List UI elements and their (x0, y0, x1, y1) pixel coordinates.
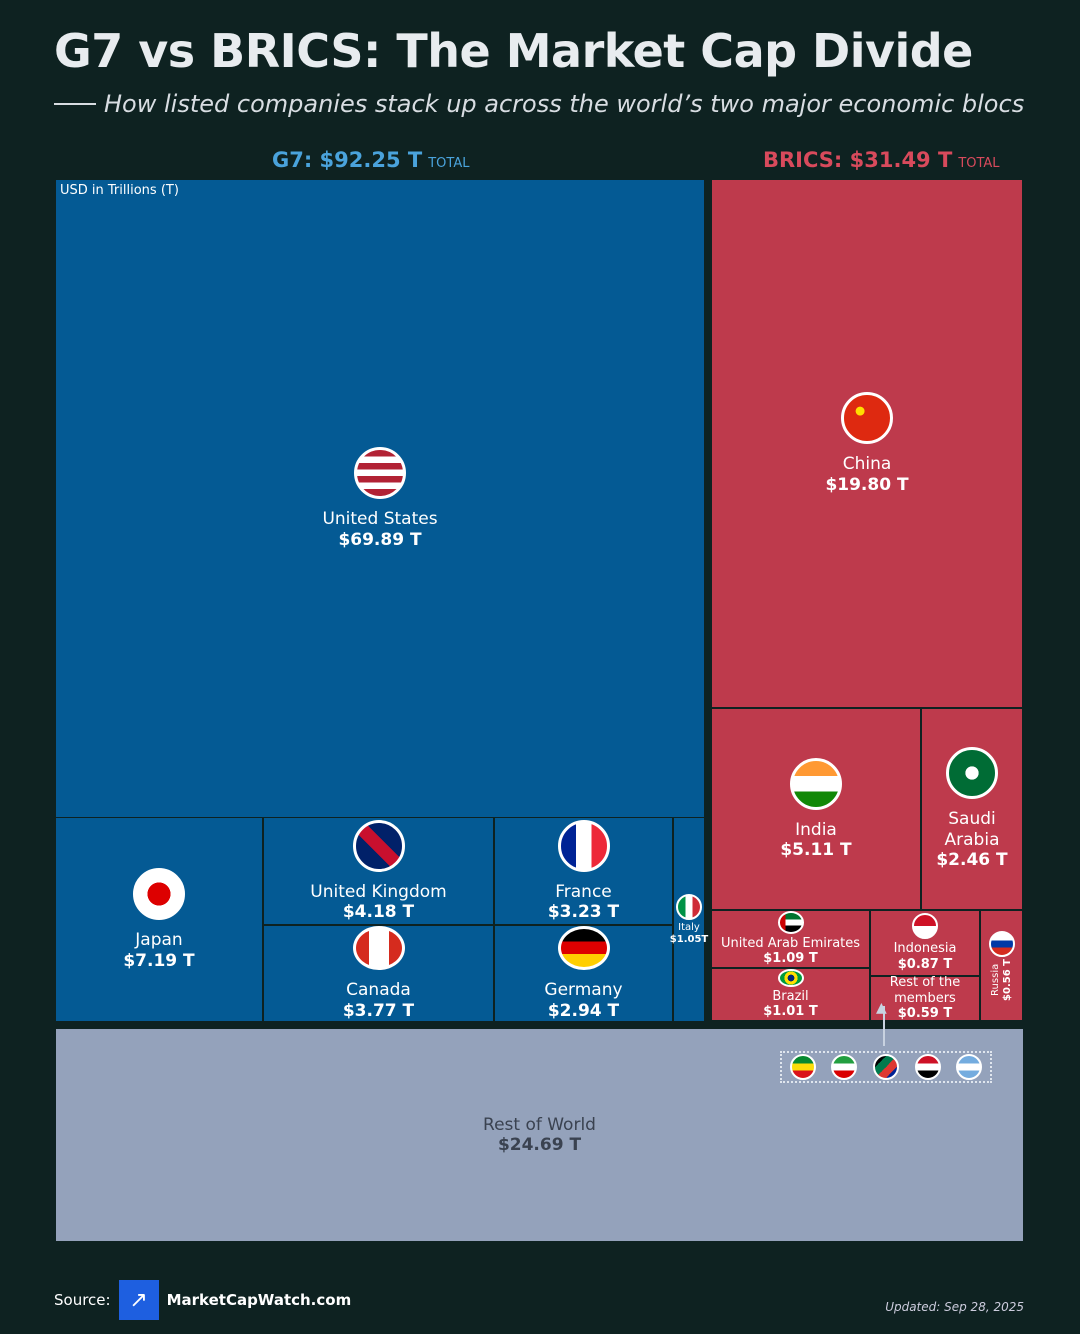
treemap-cell-japan: Japan $7.19 T (56, 818, 262, 1021)
cell-name: Rest of the members (889, 975, 961, 1006)
cell-name: United States (322, 509, 438, 530)
source: Source: ↗ MarketCapWatch.com (54, 1280, 351, 1320)
cell-name: India (795, 819, 837, 840)
cell-name: United Arab Emirates (720, 935, 861, 951)
iran-flag-icon (831, 1054, 858, 1080)
g7-total-suffix: TOTAL (428, 156, 470, 171)
cell-value: $1.05T (669, 933, 709, 945)
cell-value: $7.19 T (123, 950, 195, 971)
united-kingdom-flag-icon (352, 819, 405, 872)
cell-name: Italy (678, 921, 700, 933)
cell-value: $3.23 T (547, 902, 620, 922)
brics-total-suffix: TOTAL (958, 156, 1000, 171)
cell-name: Canada (346, 980, 411, 1001)
russia-flag-icon (988, 930, 1015, 957)
cell-value: $0.59 T (897, 1006, 953, 1022)
egypt-flag-icon (914, 1054, 941, 1080)
cell-name: Japan (135, 930, 183, 951)
cell-value: $1.01 T (763, 1004, 818, 1020)
treemap-cell-france: France $3.23 T (495, 818, 672, 924)
cell-value: $3.77 T (342, 1000, 415, 1021)
treemap-cell-united-kingdom: United Kingdom $4.18 T (264, 818, 493, 924)
subtitle-dash (54, 103, 96, 105)
g7-total-value: G7: $92.25 T (272, 148, 423, 172)
brics-total-value: BRICS: $31.49 T (763, 148, 953, 172)
cell-name: Saudi Arabia (944, 809, 1000, 850)
united-states-flag-icon (354, 447, 406, 500)
cell-value: $0.87 T (897, 957, 953, 972)
ethiopia-flag-icon (789, 1054, 816, 1080)
treemap-cell-brazil: Brazil $1.01 T (712, 969, 869, 1020)
arrow-line (883, 1006, 885, 1046)
china-flag-icon (841, 392, 893, 445)
treemap-cell-rest-of-world: Rest of World $24.69 T (56, 1029, 1023, 1241)
treemap-cell-italy: Italy $1.05T (670, 818, 708, 1021)
cell-value: $1.09 T (763, 951, 818, 967)
treemap-cell-china: China $19.80 T (712, 180, 1022, 707)
cell-name: United Kingdom (310, 881, 447, 902)
updated-date: Updated: Sep 28, 2025 (885, 1300, 1024, 1314)
page-title: G7 vs BRICS: The Market Cap Divide (54, 24, 973, 78)
cell-value: $0.56 T (1001, 958, 1013, 1001)
rest-of-members-flags (780, 1051, 992, 1083)
treemap-cell-united-arab-emirates: United Arab Emirates $1.09 T (712, 911, 869, 967)
subtitle-text: How listed companies stack up across the… (104, 90, 1025, 118)
brics-total: BRICS: $31.49 T TOTAL (763, 148, 1000, 172)
subtitle: How listed companies stack up across the… (54, 90, 1024, 118)
cell-value: $69.89 T (338, 529, 422, 550)
marketcapwatch-logo-icon: ↗ (118, 1280, 159, 1320)
south-africa-flag-icon (872, 1054, 899, 1080)
arrow-up-icon: ▲ (876, 1000, 887, 1016)
russia-label-group: Russia $0.56 T (990, 959, 1014, 1001)
saudi-arabia-flag-icon (946, 747, 998, 800)
brazil-flag-icon (777, 969, 804, 987)
cell-name: Indonesia (893, 941, 957, 957)
japan-flag-icon (133, 868, 185, 921)
canada-flag-icon (352, 926, 405, 971)
argentina-flag-icon (956, 1054, 983, 1080)
cell-name: Rest of World (483, 1114, 596, 1135)
germany-flag-icon (557, 926, 610, 971)
cell-value: $4.18 T (342, 902, 415, 922)
cell-value: $19.80 T (825, 474, 909, 495)
cell-name: Germany (544, 980, 623, 1001)
italy-flag-icon (676, 893, 702, 920)
france-flag-icon (557, 819, 610, 872)
treemap-cell-saudi-arabia: Saudi Arabia $2.46 T (922, 709, 1022, 909)
cell-value: $24.69 T (497, 1135, 582, 1155)
cell-name: China (842, 454, 892, 475)
cell-name: France (555, 881, 612, 902)
treemap-cell-indonesia: Indonesia $0.87 T (871, 911, 979, 975)
cell-value: $5.11 T (780, 840, 852, 860)
treemap-cell-russia: Russia $0.56 T (981, 911, 1022, 1020)
treemap-cell-germany: Germany $2.94 T (495, 926, 672, 1021)
g7-total: G7: $92.25 T TOTAL (272, 148, 469, 172)
india-flag-icon (790, 757, 842, 810)
source-label: Source: (54, 1291, 111, 1309)
unit-label: USD in Trillions (T) (60, 183, 179, 198)
cell-name: Russia (989, 963, 1001, 996)
cell-name: Brazil (772, 988, 809, 1004)
treemap-cell-canada: Canada $3.77 T (264, 926, 493, 1021)
treemap-cell-rest-of-the-members: Rest of the members $0.59 T (871, 975, 979, 1022)
treemap-cell-united-states: United States $69.89 T (56, 180, 704, 817)
united-arab-emirates-flag-icon (777, 911, 804, 934)
treemap-cell-india: India $5.11 T (712, 709, 920, 909)
cell-value: $2.46 T (936, 850, 1008, 871)
cell-value: $2.94 T (547, 1000, 620, 1021)
source-name[interactable]: MarketCapWatch.com (166, 1291, 352, 1309)
indonesia-flag-icon (912, 913, 938, 940)
